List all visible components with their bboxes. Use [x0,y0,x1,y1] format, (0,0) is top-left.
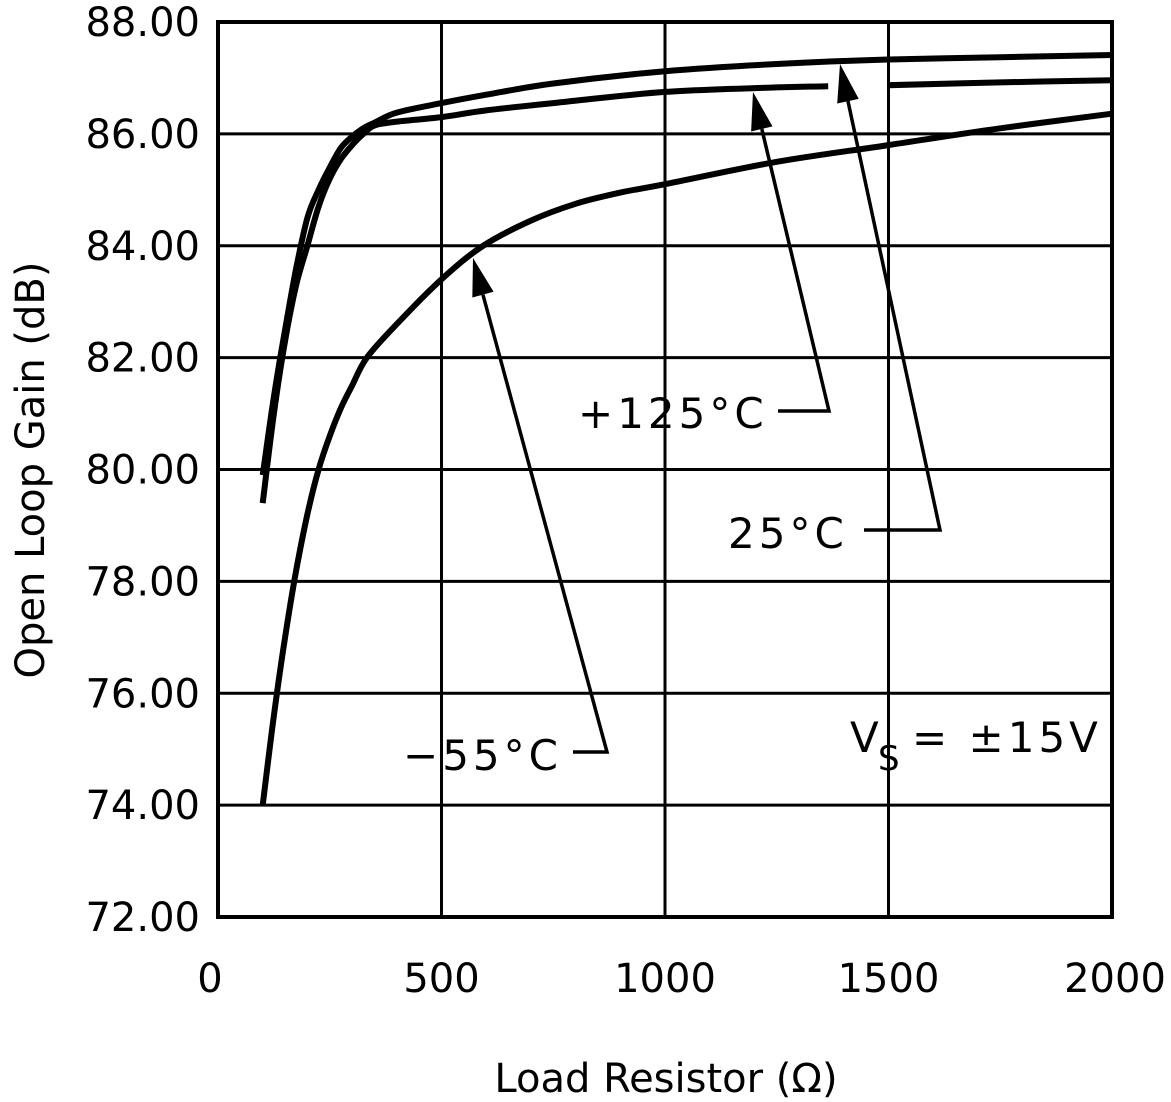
curve-55c [259,110,1113,806]
x-tick-label: 2000 [1064,956,1166,1002]
y-tick-label: 80.00 [85,448,200,494]
x-tick-label: 1500 [838,956,940,1002]
curve-125c [259,83,829,504]
y-tick-label: 74.00 [85,783,200,829]
plot-frame [216,20,1114,919]
vs-label-main: V [850,713,883,762]
y-axis-title: Open Loop Gain (dB) [8,262,54,679]
x-axis-tick-labels: 0 500 1000 1500 2000 [197,956,1166,1002]
arrowhead-icon [837,64,859,104]
x-tick-label: 500 [403,956,479,1002]
grid-lines [218,22,1112,917]
annotation-leader-line [760,128,832,413]
data-curves [259,52,1113,806]
annotation-leaders [472,64,943,754]
x-axis-title: Load Resistor (Ω) [494,1056,837,1102]
curve-125c [888,77,1113,89]
arrowhead-icon [751,92,773,132]
annotation-label: +125°C [578,389,768,438]
y-axis-tick-labels: 72.00 74.00 76.00 78.00 80.00 82.00 84.00 86.00… [85,0,200,941]
y-tick-label: 84.00 [85,224,200,270]
y-tick-label: 76.00 [85,671,200,717]
y-tick-label: 72.00 [85,895,200,941]
x-tick-label: 1000 [614,956,716,1002]
supply-voltage-label: V S = ±15V [850,713,1102,779]
annotation-label: 25°C [728,509,848,558]
curve-25c [259,52,1113,476]
vs-label-subscript: S [878,739,904,779]
curve-annotations: +125°C 25°C −55°C [403,389,848,780]
y-tick-label: 82.00 [85,336,200,382]
vs-label-value: = ±15V [912,713,1102,762]
annotation-leader-line [481,294,610,754]
annotation-leader-line [846,100,943,532]
x-tick-label: 0 [197,956,222,1002]
y-tick-label: 78.00 [85,559,200,605]
arrowhead-icon [472,258,494,298]
y-tick-label: 88.00 [85,0,200,46]
annotation-label: −55°C [403,731,562,780]
y-tick-label: 86.00 [85,112,200,158]
